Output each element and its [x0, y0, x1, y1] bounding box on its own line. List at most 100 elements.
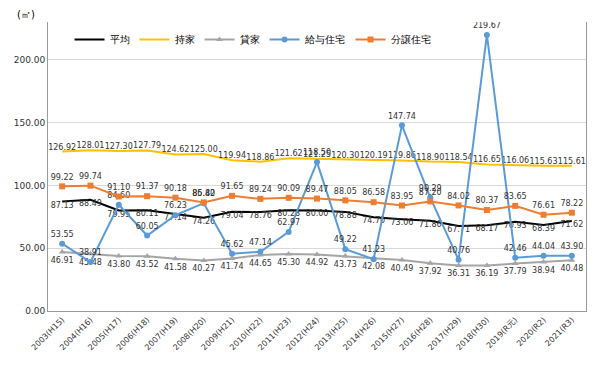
svg-text:43.52: 43.52 — [136, 260, 159, 269]
svg-text:120.19: 120.19 — [360, 151, 388, 160]
svg-text:88.49: 88.49 — [79, 199, 102, 208]
svg-text:79.95: 79.95 — [107, 210, 130, 219]
svg-text:2010(H22): 2010(H22) — [228, 315, 265, 352]
svg-text:118.90: 118.90 — [416, 153, 444, 162]
svg-text:2008(H20): 2008(H20) — [171, 315, 208, 352]
svg-text:118.54: 118.54 — [445, 153, 473, 162]
svg-text:平均: 平均 — [110, 34, 130, 45]
svg-text:2004(H16): 2004(H16) — [58, 315, 95, 352]
svg-text:42.46: 42.46 — [504, 244, 527, 253]
svg-text:89.47: 89.47 — [306, 185, 329, 194]
svg-text:2011(H23): 2011(H23) — [256, 315, 293, 352]
svg-text:41.23: 41.23 — [362, 245, 385, 254]
svg-text:2018(H30): 2018(H30) — [455, 315, 492, 352]
svg-text:150.00: 150.00 — [14, 118, 46, 128]
svg-text:2003(H15): 2003(H15) — [30, 315, 67, 352]
svg-text:36.19: 36.19 — [475, 269, 498, 278]
svg-text:40.27: 40.27 — [192, 264, 215, 273]
svg-text:67.71: 67.71 — [447, 225, 470, 234]
svg-text:118.86: 118.86 — [246, 153, 274, 162]
svg-text:44.92: 44.92 — [306, 258, 329, 267]
svg-text:45.62: 45.62 — [221, 240, 244, 249]
svg-text:76.61: 76.61 — [532, 201, 555, 210]
svg-text:76.23: 76.23 — [164, 201, 187, 210]
svg-text:90.18: 90.18 — [164, 184, 187, 193]
svg-text:2015(H27): 2015(H27) — [370, 315, 407, 352]
svg-text:50.00: 50.00 — [19, 243, 45, 253]
svg-text:87.20: 87.20 — [419, 188, 442, 197]
svg-text:84.02: 84.02 — [447, 192, 470, 201]
svg-text:47.14: 47.14 — [249, 238, 272, 247]
svg-text:120.30: 120.30 — [331, 151, 359, 160]
svg-text:2020(R2): 2020(R2) — [515, 315, 548, 348]
svg-text:68.17: 68.17 — [475, 224, 498, 233]
svg-text:60.05: 60.05 — [136, 222, 159, 231]
svg-text:219.67: 219.67 — [473, 22, 501, 30]
svg-text:74.70: 74.70 — [362, 216, 385, 225]
svg-text:86.42: 86.42 — [192, 189, 215, 198]
svg-text:83.65: 83.65 — [504, 192, 527, 201]
svg-text:貸家: 貸家 — [240, 34, 260, 45]
svg-text:0.00: 0.00 — [25, 306, 45, 316]
svg-text:119.86: 119.86 — [388, 151, 416, 160]
svg-text:2012(H24): 2012(H24) — [285, 315, 322, 352]
svg-text:分譲住宅: 分譲住宅 — [391, 34, 431, 45]
svg-text:71.86: 71.86 — [419, 220, 442, 229]
svg-text:74.26: 74.26 — [192, 217, 215, 226]
svg-text:40.48: 40.48 — [560, 264, 583, 273]
svg-text:78.22: 78.22 — [560, 199, 583, 208]
svg-text:37.92: 37.92 — [419, 267, 442, 276]
svg-text:124.62: 124.62 — [161, 145, 189, 154]
svg-text:2009(H21): 2009(H21) — [200, 315, 237, 352]
svg-text:79.04: 79.04 — [221, 211, 244, 220]
svg-text:給与住宅: 給与住宅 — [304, 34, 345, 45]
svg-text:41.58: 41.58 — [164, 263, 187, 272]
svg-text:121.25: 121.25 — [303, 150, 331, 159]
svg-text:87.13: 87.13 — [51, 201, 74, 210]
svg-text:68.39: 68.39 — [532, 224, 555, 233]
svg-text:62.97: 62.97 — [277, 218, 300, 227]
svg-text:80.28: 80.28 — [277, 209, 300, 218]
svg-text:128.01: 128.01 — [76, 141, 104, 150]
svg-text:84.60: 84.60 — [107, 191, 130, 200]
svg-text:99.74: 99.74 — [79, 172, 102, 181]
svg-text:37.79: 37.79 — [504, 267, 527, 276]
svg-text:46.91: 46.91 — [51, 256, 74, 265]
svg-text:2016(H28): 2016(H28) — [398, 315, 435, 352]
svg-text:118.50: 118.50 — [303, 148, 331, 157]
svg-text:2006(H18): 2006(H18) — [115, 315, 152, 352]
svg-text:126.92: 126.92 — [48, 143, 76, 152]
svg-text:2013(H25): 2013(H25) — [313, 315, 350, 352]
svg-text:38.91: 38.91 — [79, 248, 102, 257]
svg-text:86.58: 86.58 — [362, 188, 385, 197]
svg-text:127.79: 127.79 — [133, 141, 161, 150]
svg-text:91.37: 91.37 — [136, 182, 159, 191]
svg-text:200.00: 200.00 — [14, 55, 46, 65]
svg-text:45.30: 45.30 — [277, 258, 300, 267]
svg-text:80.37: 80.37 — [475, 196, 498, 205]
svg-text:持家: 持家 — [175, 34, 195, 45]
svg-text:91.10: 91.10 — [107, 183, 130, 192]
svg-text:40.49: 40.49 — [390, 264, 413, 273]
svg-text:90.29: 90.29 — [419, 184, 442, 193]
svg-text:88.05: 88.05 — [334, 187, 357, 196]
svg-text:119.94: 119.94 — [218, 151, 246, 160]
svg-text:(㎡): (㎡) — [17, 9, 35, 20]
svg-text:2014(H26): 2014(H26) — [341, 315, 378, 352]
svg-text:53.55: 53.55 — [51, 230, 74, 239]
svg-text:91.65: 91.65 — [221, 182, 244, 191]
svg-text:49.22: 49.22 — [334, 235, 357, 244]
svg-text:2019(R元): 2019(R元) — [485, 315, 520, 350]
svg-text:115.63: 115.63 — [530, 157, 558, 166]
svg-text:147.74: 147.74 — [388, 112, 416, 121]
svg-text:43.73: 43.73 — [334, 260, 357, 269]
svg-text:89.24: 89.24 — [249, 185, 272, 194]
svg-text:2017(H29): 2017(H29) — [426, 315, 463, 352]
svg-text:116.65: 116.65 — [473, 155, 501, 164]
svg-text:85.80: 85.80 — [192, 189, 215, 198]
svg-text:44.04: 44.04 — [532, 242, 555, 251]
svg-text:90.09: 90.09 — [277, 184, 300, 193]
svg-text:99.22: 99.22 — [51, 173, 74, 182]
svg-text:116.06: 116.06 — [501, 156, 529, 165]
svg-text:45.48: 45.48 — [79, 258, 102, 267]
